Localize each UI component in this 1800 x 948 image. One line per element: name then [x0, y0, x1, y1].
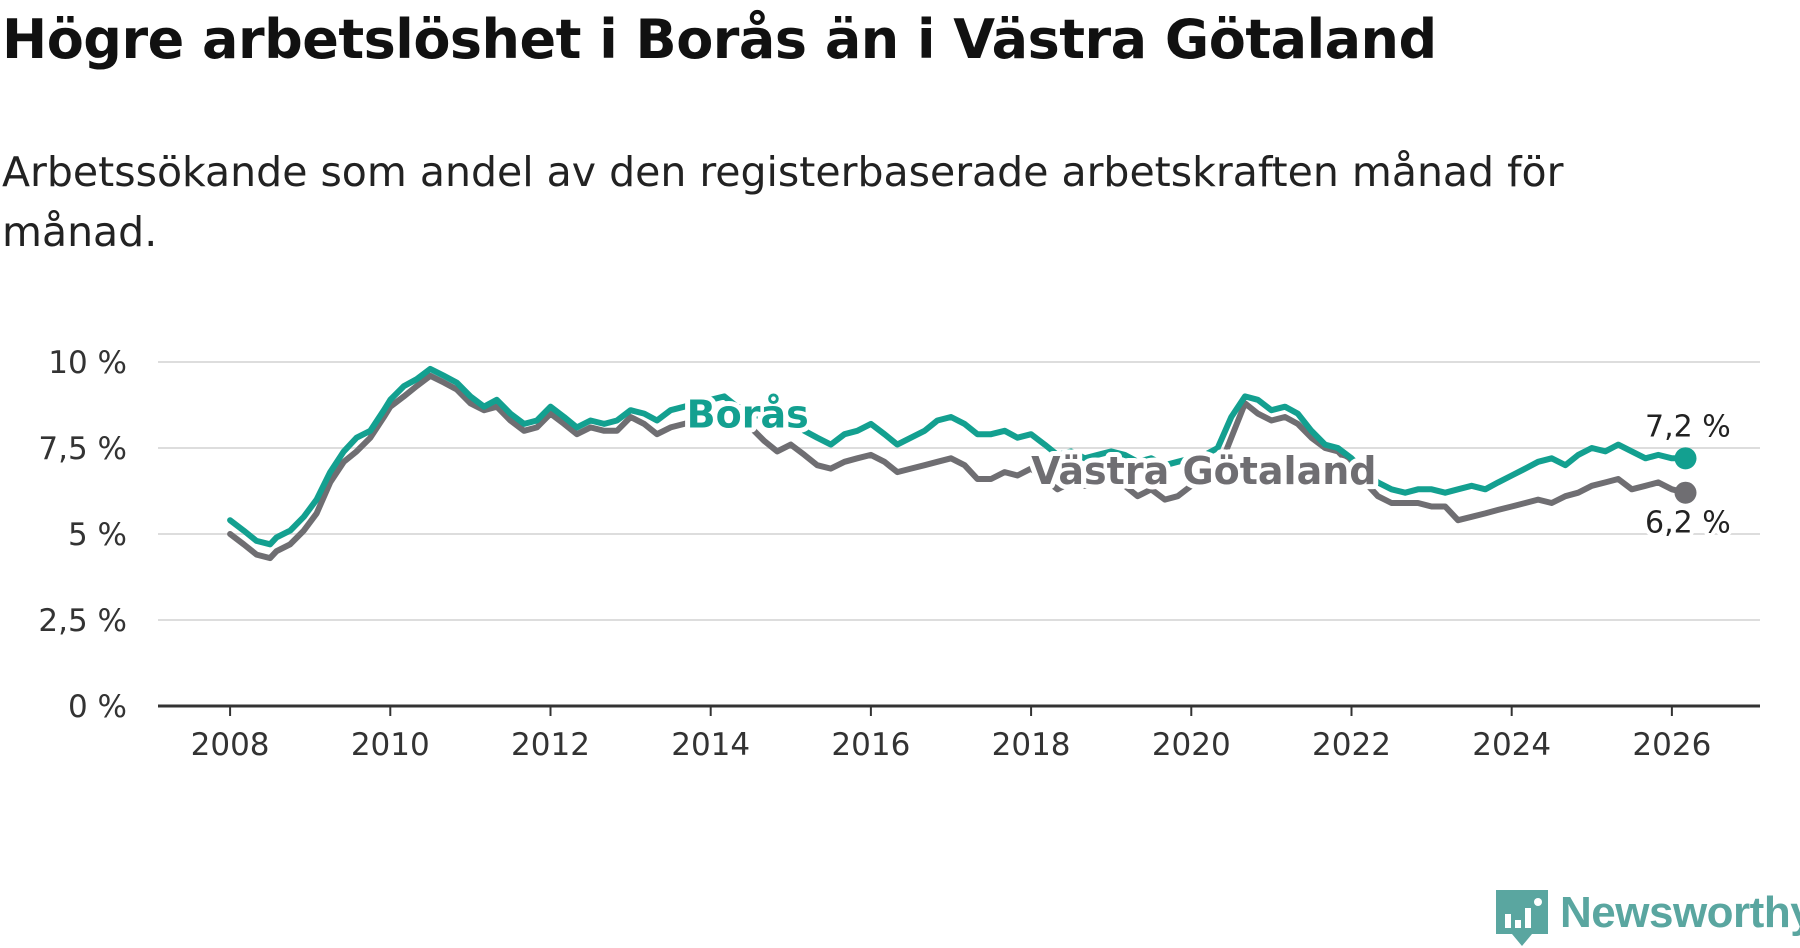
series-label-boras: Borås	[687, 392, 809, 436]
x-tick-label: 2022	[1312, 727, 1391, 763]
brand-name: Newsworthy	[1560, 888, 1800, 937]
y-tick-label: 7,5 %	[38, 431, 127, 467]
series-labels: Borås Västra Götaland 7,2 % 6,2 %	[682, 387, 1735, 544]
x-tick-label: 2026	[1632, 727, 1711, 763]
newsworthy-logo-icon	[1496, 890, 1548, 946]
x-tick-label: 2024	[1472, 727, 1551, 763]
y-axis-tick-labels: 0 % 2,5 % 5 % 7,5 % 10 %	[38, 345, 127, 725]
end-label-boras: 7,2 %	[1645, 409, 1731, 444]
series-line-vastra-gotaland	[227, 372, 1689, 562]
y-tick-label: 5 %	[68, 517, 127, 553]
chart-subtitle: Arbetssökande som andel av den registerb…	[2, 148, 1564, 256]
y-tick-label: 2,5 %	[38, 603, 127, 639]
x-tick-label: 2008	[191, 727, 270, 763]
series-lines	[227, 365, 1697, 562]
chart-title: Högre arbetslöshet i Borås än i Västra G…	[2, 8, 1437, 71]
series-line-boras	[227, 365, 1689, 548]
x-tick-label: 2020	[1152, 727, 1231, 763]
x-tick-label: 2016	[831, 727, 910, 763]
x-tick-label: 2014	[671, 727, 750, 763]
grid	[158, 361, 1760, 621]
end-point-boras	[1674, 447, 1697, 470]
x-tick-label: 2010	[351, 727, 430, 763]
x-tick-label: 2012	[511, 727, 590, 763]
end-label-vastra-gotaland: 6,2 %	[1645, 506, 1731, 541]
y-tick-label: 0 %	[68, 689, 127, 725]
x-axis: 2008 2010 2012 2014 2016 2018 2020 2022 2024 2026	[158, 704, 1760, 763]
series-label-vastra-gotaland: Västra Götaland	[1031, 449, 1376, 493]
x-tick-label: 2018	[992, 727, 1071, 763]
end-point-vastra-gotaland	[1674, 481, 1697, 504]
y-tick-label: 10 %	[48, 345, 127, 381]
